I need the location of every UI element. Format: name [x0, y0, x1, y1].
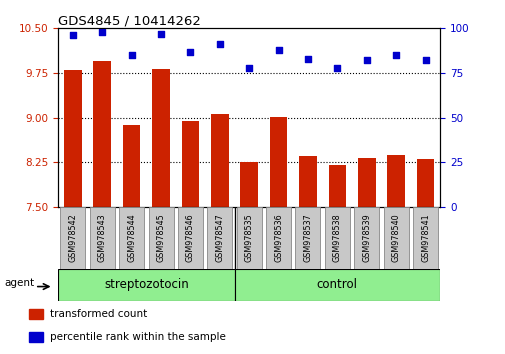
Text: GSM978536: GSM978536 [274, 214, 282, 262]
Text: control: control [316, 279, 357, 291]
Text: GSM978537: GSM978537 [303, 214, 312, 262]
Bar [234, 269, 439, 301]
Point [362, 58, 370, 63]
Text: GSM978544: GSM978544 [127, 214, 136, 262]
Bar [152, 69, 170, 207]
Point [127, 52, 135, 58]
Bar [298, 156, 316, 207]
Text: agent: agent [5, 278, 35, 289]
Text: streptozotocin: streptozotocin [104, 279, 188, 291]
Bar [211, 114, 228, 207]
Bar [181, 121, 199, 207]
FancyBboxPatch shape [236, 207, 261, 269]
Bar [58, 269, 234, 301]
Point [157, 31, 165, 36]
Bar [29, 332, 43, 342]
FancyBboxPatch shape [295, 207, 320, 269]
Text: GSM978547: GSM978547 [215, 214, 224, 262]
Point [274, 47, 282, 53]
Text: GSM978538: GSM978538 [332, 214, 341, 262]
Point [215, 41, 223, 47]
Point [421, 58, 429, 63]
Text: GSM978539: GSM978539 [362, 214, 371, 262]
Bar [357, 158, 375, 207]
Point [186, 49, 194, 55]
Text: GSM978545: GSM978545 [156, 214, 165, 262]
FancyBboxPatch shape [89, 207, 115, 269]
FancyBboxPatch shape [412, 207, 437, 269]
Bar [328, 165, 345, 207]
Text: GSM978542: GSM978542 [68, 214, 77, 262]
Text: GSM978546: GSM978546 [185, 214, 194, 262]
Text: percentile rank within the sample: percentile rank within the sample [49, 332, 225, 342]
Bar [240, 162, 258, 207]
FancyBboxPatch shape [60, 207, 85, 269]
Point [391, 52, 399, 58]
Text: GSM978540: GSM978540 [391, 214, 400, 262]
Text: GSM978541: GSM978541 [420, 214, 429, 262]
Bar [93, 61, 111, 207]
Bar [123, 125, 140, 207]
FancyBboxPatch shape [354, 207, 378, 269]
Point [98, 29, 106, 35]
Bar [269, 117, 287, 207]
FancyBboxPatch shape [383, 207, 408, 269]
FancyBboxPatch shape [207, 207, 232, 269]
Point [304, 56, 312, 62]
FancyBboxPatch shape [119, 207, 144, 269]
FancyBboxPatch shape [266, 207, 290, 269]
Text: transformed count: transformed count [49, 309, 147, 319]
Bar [29, 309, 43, 319]
Bar [416, 159, 433, 207]
FancyBboxPatch shape [178, 207, 203, 269]
Bar [386, 155, 404, 207]
Text: GDS4845 / 10414262: GDS4845 / 10414262 [58, 14, 200, 27]
Bar [64, 70, 81, 207]
Point [333, 65, 341, 70]
Text: GSM978535: GSM978535 [244, 214, 253, 262]
Point [245, 65, 253, 70]
Text: GSM978543: GSM978543 [97, 214, 107, 262]
FancyBboxPatch shape [148, 207, 173, 269]
Point [69, 33, 77, 38]
FancyBboxPatch shape [324, 207, 349, 269]
